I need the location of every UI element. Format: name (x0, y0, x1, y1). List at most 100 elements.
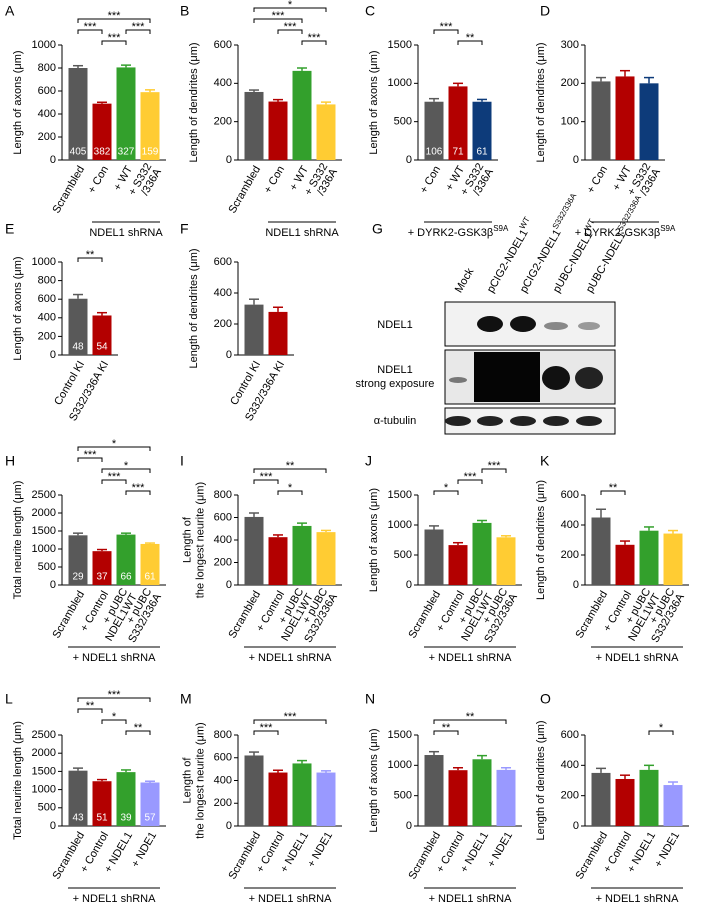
y-tick-label: 400 (214, 287, 232, 299)
y-tick-label: 0 (406, 154, 412, 166)
group-sup: S9A (660, 224, 676, 233)
y-tick-label: 1000 (32, 784, 56, 796)
sig-bracket (125, 29, 151, 34)
sig-label: ** (609, 482, 618, 494)
bar (116, 772, 136, 826)
x-tick-label: Scrambled (50, 830, 87, 882)
n-label: 61 (476, 147, 488, 158)
bar (448, 770, 468, 826)
sig-bracket (253, 730, 279, 735)
sig-bracket (77, 697, 151, 702)
sig-label: *** (488, 460, 502, 472)
y-tick-label: 2500 (32, 489, 56, 501)
x-tick-label: Scrambled (406, 589, 443, 641)
sig-label: ** (134, 722, 143, 734)
sig-bracket (301, 40, 327, 45)
sig-label: *** (284, 21, 298, 33)
bar (92, 103, 112, 160)
y-tick-label: 1000 (388, 77, 412, 89)
panel: H Total neurite length (μm) 0 500 1000 1500 20… (5, 438, 166, 664)
sig-label: * (112, 438, 117, 450)
panel: M Length of the longest neurite (μm) 0 200 40… (180, 691, 342, 905)
bar (292, 525, 312, 585)
sig-label: *** (108, 689, 122, 701)
bar (116, 534, 136, 585)
sig-bracket (253, 18, 303, 23)
sig-label: *** (308, 32, 322, 44)
error-bar (453, 541, 463, 546)
error-bar (97, 101, 107, 104)
error-bar (596, 767, 606, 773)
panel-letter: B (180, 3, 189, 19)
error-bar (321, 529, 331, 533)
sig-bracket (457, 479, 483, 484)
bar (316, 532, 336, 585)
bar (140, 92, 160, 160)
error-bar (145, 542, 155, 544)
y-tick-label: 600 (38, 85, 56, 97)
sig-label: *** (108, 10, 122, 22)
bar (591, 517, 611, 585)
bar (292, 70, 312, 160)
y-tick-label: 500 (394, 790, 412, 802)
x-tick-label: Scrambled (226, 164, 263, 216)
error-bar (97, 778, 107, 782)
sig-label: *** (260, 722, 274, 734)
sig-label: * (288, 482, 293, 494)
error-bar (321, 101, 331, 105)
bar (268, 311, 288, 355)
y-tick-label: 1500 (388, 489, 412, 501)
group-text: + NDEL1 shRNA (73, 893, 157, 905)
error-bar (429, 525, 439, 530)
y-axis-label: the longest neurite (μm) (194, 722, 206, 838)
sig-bracket (433, 29, 459, 34)
group-text: + NDEL1 shRNA (249, 652, 333, 664)
x-tick-label: Scrambled (50, 164, 87, 216)
group-text: + NDEL1 shRNA (249, 893, 333, 905)
error-bar (273, 98, 283, 102)
group-label: + NDEL1 shRNA (429, 893, 513, 905)
bar (663, 785, 683, 826)
bar (472, 522, 492, 585)
y-tick-label: 0 (226, 579, 232, 591)
sig-bracket (77, 257, 103, 262)
panel: O Length of dendrites (μm) 0 200 400 600 Scram… (535, 691, 689, 905)
sig-label: * (659, 722, 664, 734)
error-bar (644, 76, 654, 84)
y-tick-label: 0 (573, 154, 579, 166)
sig-label: ** (86, 249, 95, 261)
error-bar (477, 98, 487, 102)
y-axis-label: Length of dendrites (μm) (535, 720, 547, 840)
sig-bracket (77, 29, 103, 34)
y-tick-label: 100 (561, 116, 579, 128)
sig-label: *** (272, 10, 286, 22)
x-tick-label: Scrambled (50, 589, 87, 641)
x-tick-label: + Con (585, 164, 610, 196)
n-label: 43 (72, 813, 84, 824)
y-tick-label: 400 (214, 77, 232, 89)
bar (140, 782, 160, 826)
group-text: + NDEL1 shRNA (73, 652, 157, 664)
sig-bracket (77, 18, 151, 23)
panel-letter: K (540, 453, 550, 469)
sig-bracket (253, 719, 327, 724)
bar (496, 537, 516, 585)
y-tick-label: 1500 (32, 525, 56, 537)
sig-bracket (125, 490, 151, 495)
band (510, 416, 536, 426)
error-bar (145, 89, 155, 93)
n-label: 39 (120, 813, 132, 824)
bar (316, 772, 336, 826)
y-tick-label: 0 (50, 349, 56, 361)
error-bar (596, 508, 606, 518)
bar (68, 68, 88, 160)
error-bar (121, 64, 131, 68)
band (449, 377, 467, 383)
y-tick-label: 200 (214, 318, 232, 330)
y-tick-label: 400 (561, 759, 579, 771)
y-tick-label: 800 (214, 729, 232, 741)
group-label: + NDEL1 shRNA (596, 652, 680, 664)
row-label: α-tubulin (374, 415, 416, 427)
row-label: NDEL1 (377, 319, 412, 331)
